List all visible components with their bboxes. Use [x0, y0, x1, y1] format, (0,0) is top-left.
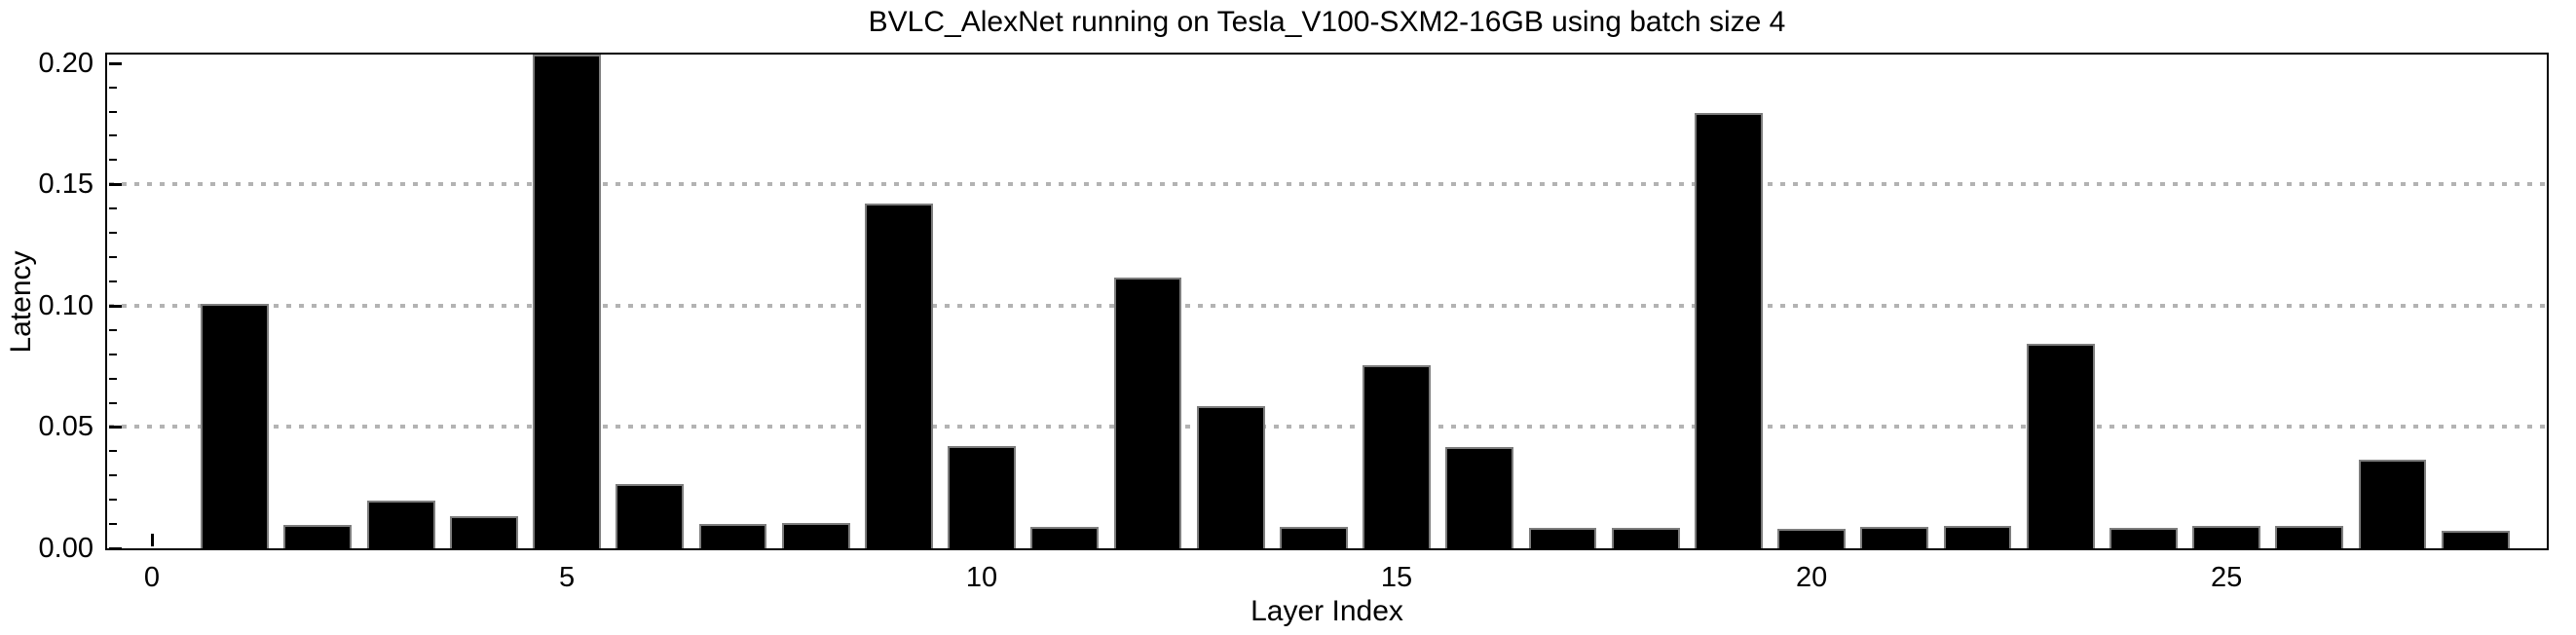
bar: [533, 55, 601, 548]
gridline: [109, 303, 2545, 308]
bar: [1860, 527, 1929, 548]
y-axis-tick-label: 0.15: [38, 168, 93, 201]
y-axis-tick: [109, 183, 122, 187]
bar: [1196, 405, 1265, 548]
y-axis-minor-tick: [109, 328, 117, 331]
y-axis-tick: [109, 304, 122, 308]
x-axis-tick: [151, 534, 154, 546]
y-axis-tick-label: 0.05: [38, 411, 93, 443]
bar: [698, 524, 767, 548]
x-axis-tick-label: 25: [2210, 562, 2243, 593]
y-axis-minor-tick: [109, 207, 117, 210]
y-axis-minor-tick: [109, 280, 117, 282]
y-axis-tick: [109, 426, 122, 430]
bar: [1445, 446, 1514, 548]
x-axis-title: Layer Index: [1251, 595, 1403, 627]
bar: [781, 522, 850, 548]
bar: [2192, 526, 2261, 548]
y-axis-minor-tick: [109, 134, 117, 137]
bar: [2109, 528, 2178, 548]
bar: [2275, 526, 2344, 548]
bar: [1113, 278, 1182, 548]
y-axis-minor-tick: [109, 523, 117, 526]
bar: [1777, 528, 1847, 548]
bar: [1030, 527, 1100, 548]
y-axis-tick-label: 0.00: [38, 533, 93, 564]
bar: [1943, 526, 2012, 548]
x-axis-tick-label: 10: [965, 562, 998, 593]
y-axis-minor-tick: [109, 232, 117, 235]
y-axis-minor-tick: [109, 499, 117, 502]
x-axis-tick-label: 0: [143, 562, 161, 593]
y-axis-minor-tick: [109, 353, 117, 355]
y-axis-minor-tick: [109, 450, 117, 453]
gridline: [109, 425, 2545, 430]
x-axis-tick-label: 15: [1380, 562, 1413, 593]
y-axis-tick: [109, 61, 122, 65]
bar: [1279, 527, 1348, 548]
gridline: [109, 182, 2545, 187]
bar: [948, 446, 1016, 548]
bar: [283, 524, 353, 548]
bar: [616, 484, 685, 548]
y-axis-minor-tick: [109, 86, 117, 89]
bar: [449, 516, 518, 548]
bar: [1611, 528, 1680, 548]
y-axis-minor-tick: [109, 256, 117, 259]
y-axis-tick-label: 0.10: [38, 289, 93, 321]
y-axis-tick: [109, 547, 122, 550]
x-axis-tick-label: 20: [1795, 562, 1828, 593]
chart-title: BVLC_AlexNet running on Tesla_V100-SXM2-…: [868, 6, 1786, 38]
bar: [2026, 344, 2095, 548]
bar: [366, 501, 435, 548]
bar: [2358, 459, 2427, 548]
bar: [2441, 530, 2510, 548]
y-axis-minor-tick: [109, 401, 117, 404]
y-axis-minor-tick: [109, 110, 117, 113]
bar: [1528, 528, 1597, 548]
y-axis-tick-label: 0.20: [38, 47, 93, 79]
x-axis-tick-label: 5: [558, 562, 576, 593]
bar: [201, 304, 270, 548]
y-axis-minor-tick: [109, 474, 117, 477]
bar: [1363, 364, 1431, 548]
plot-frame: [105, 53, 2549, 550]
y-axis-minor-tick: [109, 159, 117, 162]
bar: [864, 204, 933, 548]
bar: [1694, 112, 1763, 548]
y-axis-minor-tick: [109, 377, 117, 380]
